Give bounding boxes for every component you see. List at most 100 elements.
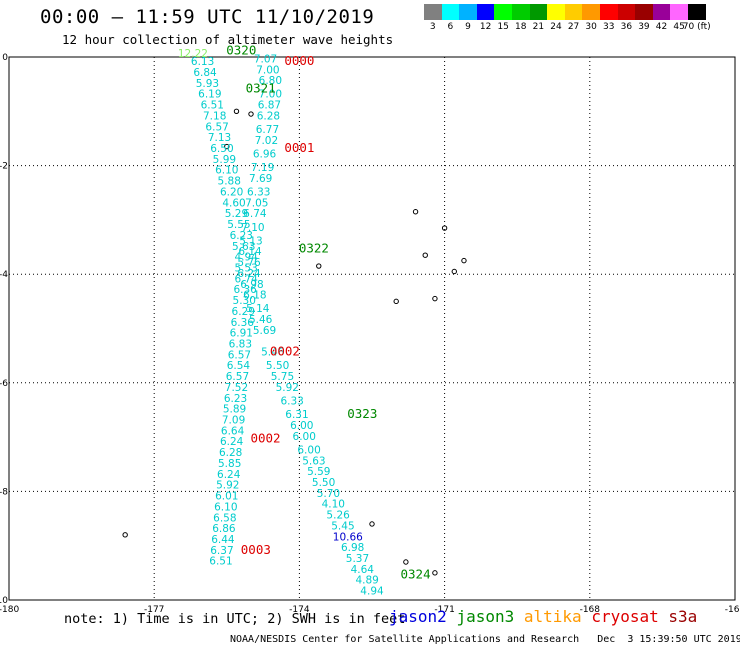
lat-tick-label: -6 <box>0 379 8 389</box>
legend-s3a: s3a <box>668 607 698 626</box>
wave-height-reading: 6.36 <box>233 284 257 296</box>
island-marker <box>432 570 438 576</box>
scale-label: 24 <box>550 22 562 32</box>
wave-height-reading: 6.51 <box>209 556 232 568</box>
scale-cell: 36 <box>617 4 636 32</box>
wave-height-reading: 4.94 <box>234 252 258 264</box>
scale-label: 9 <box>465 22 471 32</box>
lon-tick-label: -180 <box>0 605 19 615</box>
wave-height-reading: 6.28 <box>257 110 280 122</box>
credit-line: NOAA/NESDIS Center for Satellite Applica… <box>230 634 740 645</box>
wave-height-reading: 6.86 <box>212 523 236 535</box>
lat-tick-label: -10 <box>0 596 8 606</box>
scale-label: 3 <box>429 22 436 32</box>
map-frame <box>8 56 736 601</box>
scale-label: 39 <box>638 22 650 32</box>
scale-swatch <box>617 4 636 20</box>
wave-height-reading: 6.24 <box>217 469 241 481</box>
scale-cell: 42 <box>652 4 671 32</box>
wave-height-reading: 5.88 <box>218 176 241 188</box>
lat-tick-label: 0 <box>2 53 8 63</box>
wave-height-reading: 6.98 <box>341 542 364 554</box>
legend-cryosat: cryosat <box>591 607 669 626</box>
scale-label: 33 <box>603 22 615 32</box>
legend-jason3: jason3 <box>456 607 524 626</box>
lat-tick-label: -4 <box>0 270 8 280</box>
wave-height-reading: 6.00 <box>290 420 313 432</box>
wave-height-reading: 6.57 <box>205 121 228 133</box>
wave-height-reading: 7.69 <box>249 173 272 185</box>
wave-height-reading: 6.80 <box>259 75 282 87</box>
wave-height-reading: 6.64 <box>221 425 245 437</box>
wave-height-reading: 5.63 <box>302 455 325 467</box>
wave-height-reading: 6.13 <box>191 56 214 68</box>
wave-height-reading: 6.37 <box>210 545 233 557</box>
wave-height-reading: 12.22 <box>178 48 208 60</box>
wave-height-reading: 4.94 <box>360 586 384 598</box>
satellite-legend: jason2 jason3 altika cryosat s3a <box>389 607 697 626</box>
wave-height-reading: 5.50 <box>312 477 335 489</box>
scale-cell: 39 <box>635 4 653 32</box>
wave-height-reading: 5.50 <box>266 360 289 372</box>
lat-tick-label: -8 <box>0 487 8 497</box>
wave-height-reading: 7.05 <box>245 197 268 209</box>
scale-swatch <box>459 4 477 20</box>
scale-label: 21 <box>532 22 545 32</box>
pass-time-label: 0001 <box>284 140 314 155</box>
scale-label: 6 <box>447 22 454 32</box>
wave-height-reading: 5.75 <box>271 371 294 383</box>
wave-height-reading: 5.59 <box>307 466 330 478</box>
wave-height-reading: 5.14 <box>246 303 270 315</box>
scale-cell: 3 <box>424 4 442 32</box>
wave-height-reading: 6.58 <box>213 512 236 524</box>
wave-height-reading: 5.46 <box>249 314 273 326</box>
legend-jason2: jason2 <box>389 607 457 626</box>
wave-height-reading: 6.20 <box>220 186 243 198</box>
wave-height-reading: 6.44 <box>211 534 235 546</box>
scale-swatch <box>564 4 583 20</box>
wave-height-reading: 6.29 <box>232 306 255 318</box>
wave-height-reading: 6.19 <box>198 89 221 101</box>
pass-time-label: 0000 <box>284 53 314 68</box>
scale-label: 36 <box>620 22 633 32</box>
color-scale: 3 6 9 12 15 18 21 24 27 30 33 36 39 42 45 70 (ft) <box>424 4 711 32</box>
wave-height-reading: 4.64 <box>351 564 375 576</box>
scale-label: 12 <box>479 22 492 32</box>
wave-height-reading: 5.30 <box>233 295 256 307</box>
wave-height-reading: 5.46 <box>261 347 285 359</box>
scale-label: 18 <box>515 22 527 32</box>
scale-swatch <box>687 4 706 20</box>
wave-height-reading: 6.24 <box>237 268 261 280</box>
wave-height-reading: 5.92 <box>276 382 299 394</box>
scale-cell: 12 <box>476 4 495 32</box>
island-marker <box>451 268 457 275</box>
map-subtitle: 12 hour collection of altimeter wave hei… <box>62 32 394 47</box>
lat-tick-label: -2 <box>0 162 8 172</box>
map-title: 00:00 – 11:59 UTC 11/10/2019 <box>40 6 375 28</box>
wave-height-reading: 6.18 <box>243 290 266 302</box>
wave-height-reading: 6.91 <box>230 328 253 340</box>
wave-height-reading: 7.07 <box>254 53 277 65</box>
wave-height-reading: 6.83 <box>229 339 252 351</box>
wave-height-reading: 5.99 <box>213 154 236 166</box>
wave-height-reading: 5.89 <box>223 404 246 416</box>
wave-height-reading: 4.89 <box>355 575 378 587</box>
island-marker <box>422 252 428 258</box>
wave-height-reading: 6.98 <box>240 279 263 291</box>
wave-height-reading: 5.70 <box>317 488 340 500</box>
scale-label: 70 (ft) <box>682 22 711 32</box>
island-marker <box>224 143 230 150</box>
lon-tick-label: -171 <box>434 605 454 615</box>
scale-cell: 6 <box>441 4 460 32</box>
lon-tick-label: -174 <box>289 605 310 615</box>
wave-height-reading: 7.13 <box>208 132 231 144</box>
wave-height-reading: 5.37 <box>346 553 369 565</box>
scale-swatch <box>635 4 653 20</box>
pass-time-label: 0003 <box>241 542 271 557</box>
scale-swatch <box>441 4 460 20</box>
wave-height-reading: 6.50 <box>210 143 233 155</box>
wave-height-reading: 7.00 <box>256 64 279 76</box>
scale-cell: 33 <box>599 4 618 32</box>
wave-height-reading: 5.29 <box>225 208 248 220</box>
